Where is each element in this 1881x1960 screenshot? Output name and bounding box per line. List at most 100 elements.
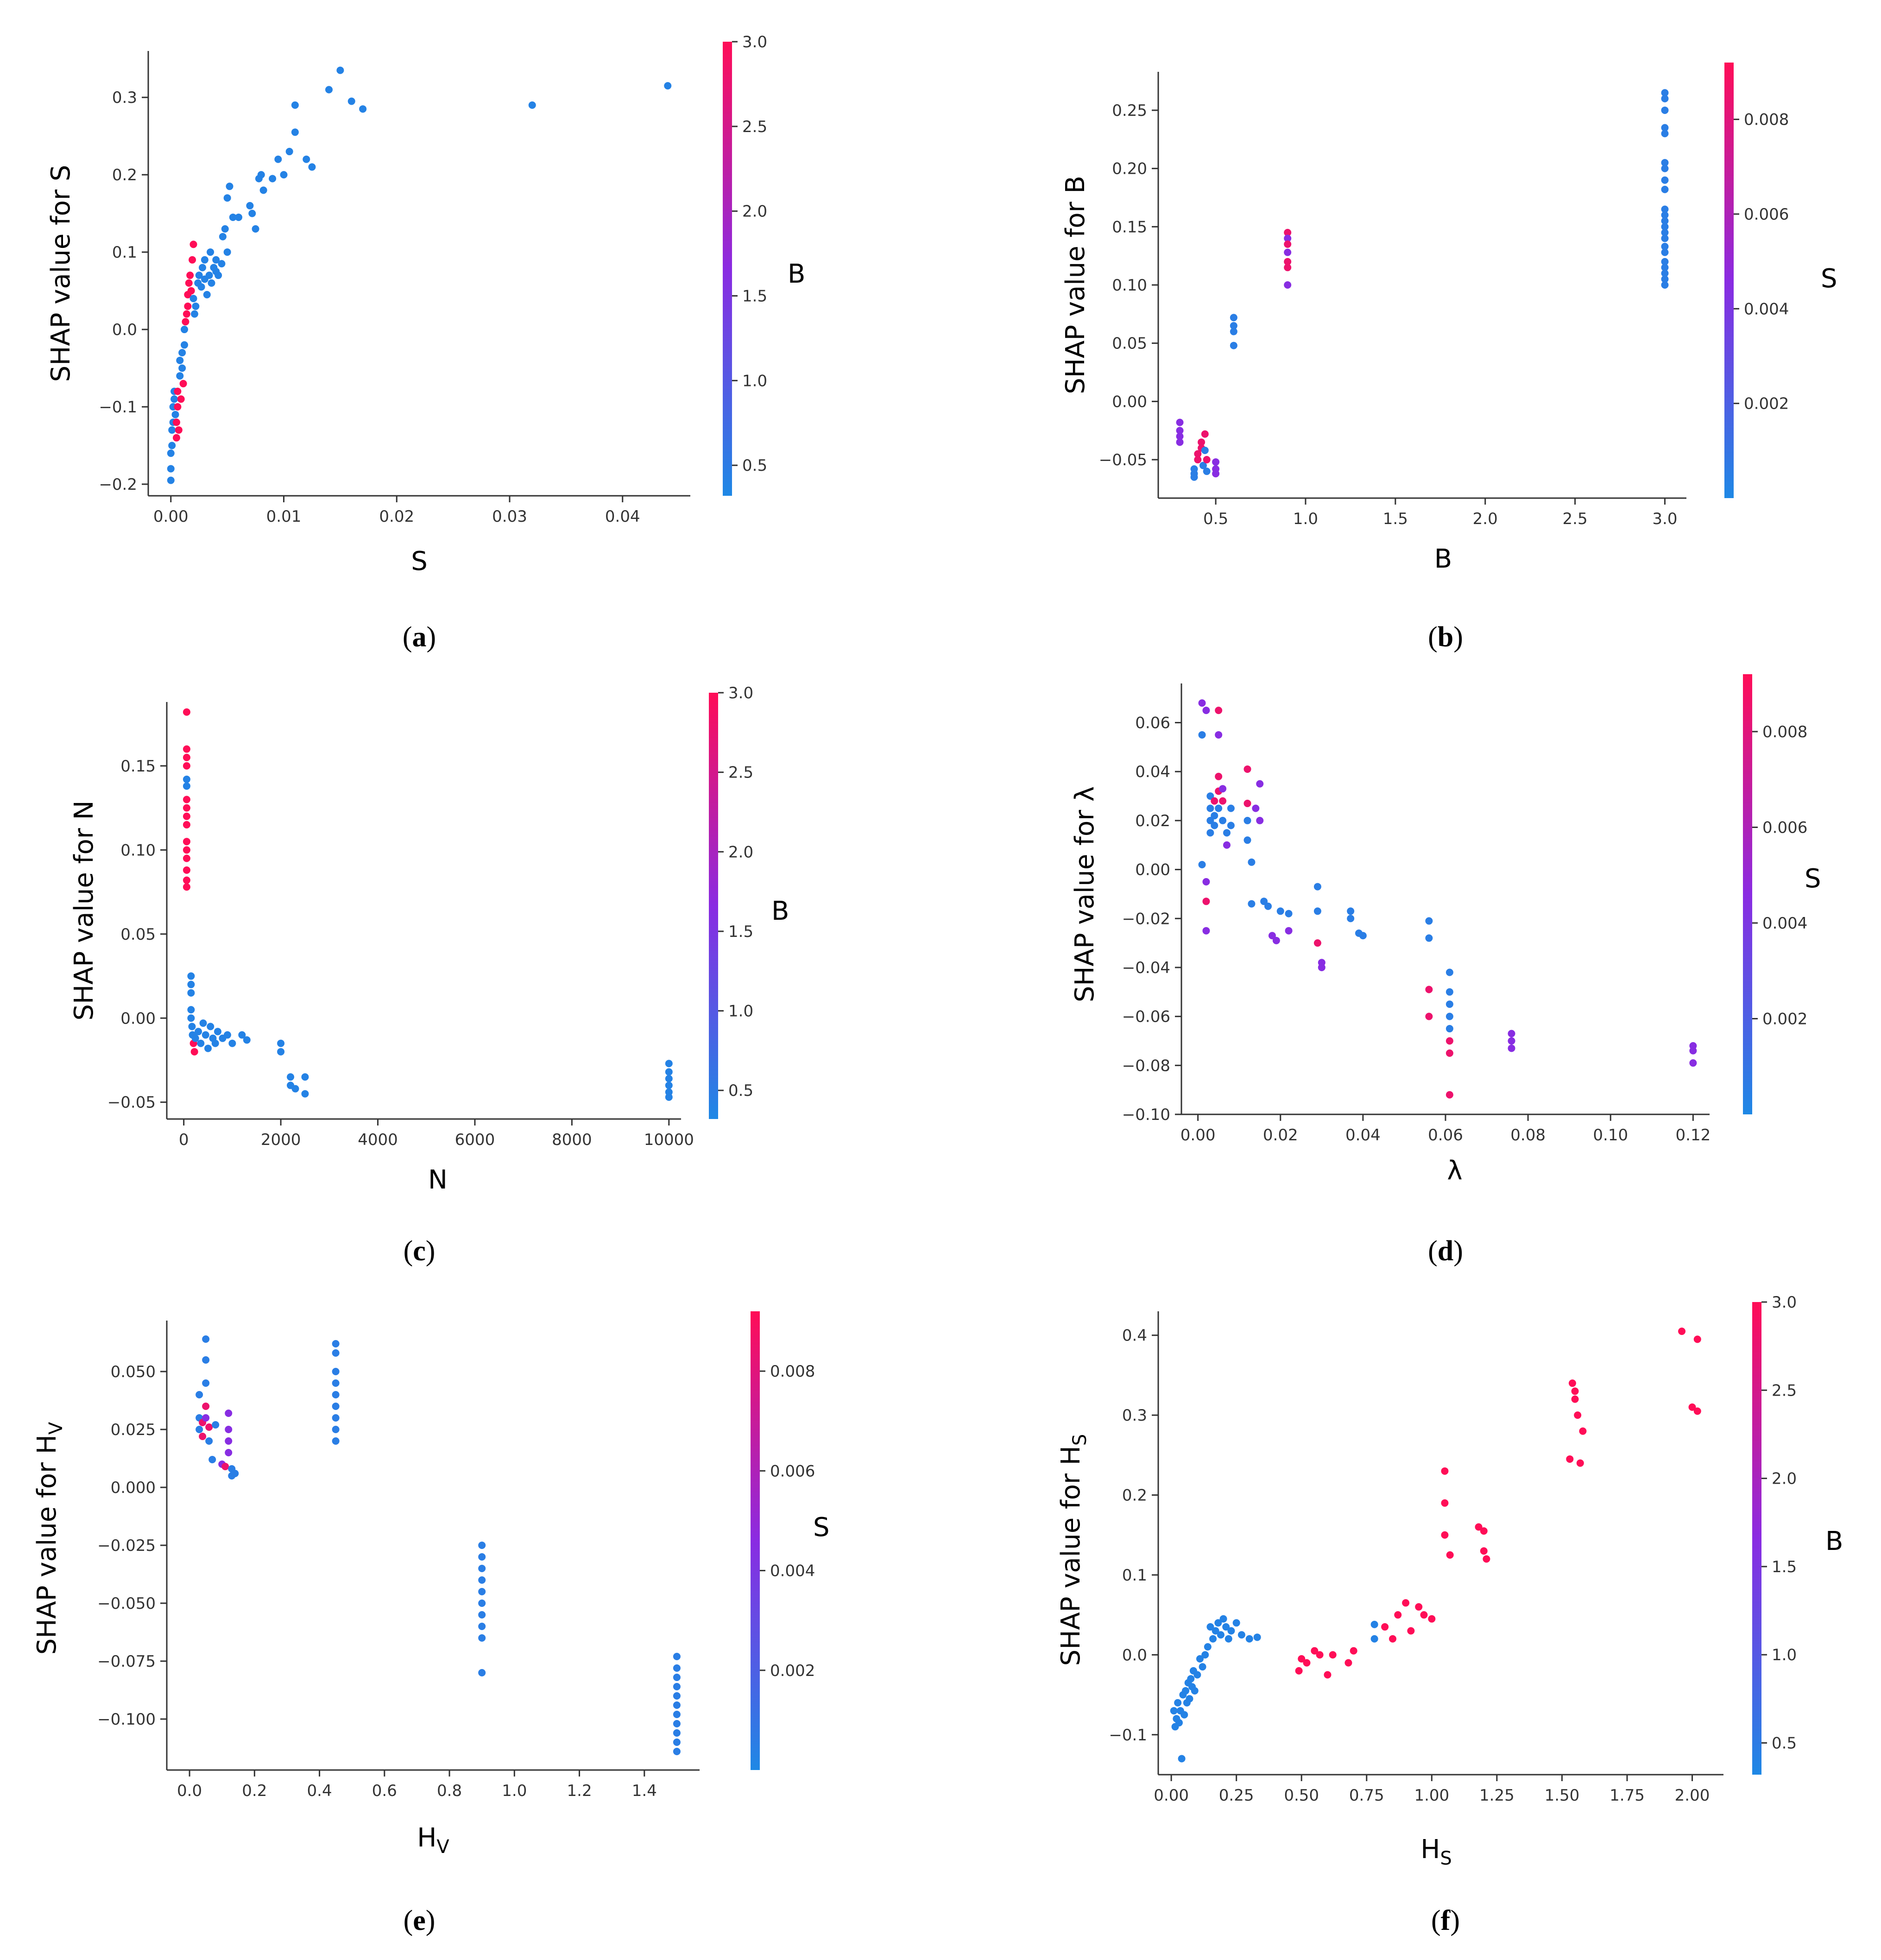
- panel-a-point: [178, 364, 186, 372]
- panel-b-point: [1661, 243, 1669, 251]
- panel-b-point: [1284, 264, 1292, 272]
- panel-a-point: [185, 279, 193, 287]
- panel-f-point: [1480, 1527, 1488, 1535]
- panel-c-colorbar-tick-label: 0.5: [728, 1081, 753, 1100]
- panel-f-point: [1407, 1627, 1415, 1635]
- panel-f-xtick-label: 0.75: [1349, 1786, 1384, 1805]
- panel-b-point: [1284, 228, 1292, 236]
- panel-d-point: [1445, 1049, 1453, 1057]
- panel-b-ytick-label: 0.00: [1112, 392, 1147, 411]
- panel-c-colorbar-label: B: [771, 896, 789, 926]
- panel-d-point: [1198, 699, 1206, 707]
- panel-d-ytick-label: −0.06: [1122, 1008, 1170, 1026]
- panel-a-points: [167, 66, 672, 484]
- panel-c-ytick-label: −0.05: [107, 1094, 156, 1112]
- panel-a-point: [189, 240, 197, 248]
- panel-f-point: [1415, 1603, 1423, 1611]
- panel-a-point: [167, 465, 175, 473]
- panel-c-colorbar-tick-label: 1.5: [728, 923, 753, 941]
- panel-a-point: [167, 449, 175, 457]
- panel-a-point: [257, 171, 265, 179]
- panel-e-colorbar-label: S: [813, 1512, 830, 1543]
- panel-b-ytick-label: 0.15: [1112, 218, 1147, 236]
- panel-c-point: [301, 1090, 309, 1098]
- panel-e-colorbar: [751, 1311, 760, 1770]
- panel-b-point: [1661, 223, 1669, 231]
- panel-c-point: [190, 1048, 198, 1056]
- panel-e-point: [205, 1423, 213, 1431]
- panel-a-point: [252, 225, 259, 233]
- panel-e-xtick-label: 1.4: [632, 1782, 657, 1800]
- panel-c-colorbar-tick-label: 2.0: [728, 843, 753, 861]
- panel-d-point: [1276, 907, 1284, 915]
- panel-e-point: [478, 1565, 486, 1572]
- panel-a-point: [177, 395, 185, 403]
- panel-a-point: [280, 171, 288, 179]
- panel-a-point: [246, 202, 254, 209]
- panel-d-point: [1206, 816, 1214, 824]
- panel-f-colorbar-tick-label: 2.5: [1772, 1381, 1797, 1400]
- panel-d-xtick-label: 0.04: [1345, 1126, 1381, 1144]
- panel-c-point: [183, 708, 190, 716]
- panel-a-point: [172, 434, 180, 442]
- panel-a-colorbar-tick-label: 3.0: [742, 33, 767, 51]
- panel-d-xtick-label: 0.08: [1510, 1126, 1546, 1144]
- panel-f-xlabel: HS: [1420, 1834, 1452, 1869]
- panel-a-point: [176, 356, 184, 364]
- panel-c-point: [195, 1028, 202, 1036]
- panel-b-colorbar-tick-label: 0.004: [1744, 300, 1789, 318]
- panel-d-ytick-label: −0.04: [1122, 959, 1170, 977]
- panel-d-point: [1202, 878, 1210, 886]
- panel-b-colorbar-tick-label: 0.002: [1744, 395, 1789, 413]
- panel-a-xlabel: S: [411, 546, 428, 576]
- panel-a: 0.00 0.01 0.02 0.03 0.04 −0.2 −0.1 0.0 0.1 0.2 0.3…: [46, 33, 805, 653]
- panel-a-ylabel: SHAP value for S: [46, 165, 76, 382]
- panel-f-point: [1693, 1335, 1701, 1343]
- panel-e-point: [231, 1470, 239, 1477]
- panel-a-colorbar-label: B: [788, 259, 805, 289]
- panel-e-point: [673, 1748, 681, 1755]
- panel-f-ytick-label: 0.1: [1122, 1566, 1147, 1585]
- panel-d-point: [1347, 907, 1355, 915]
- panel-a-point: [248, 209, 256, 217]
- panel-c-point: [665, 1060, 673, 1068]
- panel-a-point: [181, 341, 188, 349]
- panel-e-xtick-label: 0.2: [242, 1782, 267, 1800]
- panel-d-xtick-label: 0.10: [1593, 1126, 1628, 1144]
- panel-a-point: [184, 302, 192, 310]
- panel-c-point: [187, 1014, 195, 1022]
- panel-f-xlabel-sub: S: [1440, 1848, 1452, 1869]
- panel-f-point: [1441, 1467, 1449, 1475]
- panel-c-point: [207, 1023, 215, 1031]
- panel-a-point: [189, 256, 196, 264]
- panel-b-xtick-label: 3.0: [1652, 510, 1677, 528]
- panel-b-point: [1212, 458, 1220, 466]
- panel-a-point: [215, 272, 222, 279]
- panel-e: 0.0 0.2 0.4 0.6 0.8 1.0 1.2 1.4 −0.100 −0.075 −0.0…: [32, 1311, 830, 1936]
- panel-f-point: [1222, 1623, 1230, 1631]
- panel-c-point: [197, 1039, 205, 1047]
- panel-c-xlabel: N: [428, 1165, 448, 1195]
- panel-c-colorbar-tick-label: 1.0: [728, 1002, 753, 1021]
- panel-b-point: [1661, 176, 1669, 184]
- panel-a-point: [336, 66, 344, 74]
- panel-d-ytick-label: 0.04: [1135, 763, 1170, 781]
- panel-a-point: [223, 194, 231, 202]
- panel-a-xtick-label: 0.00: [153, 507, 189, 526]
- panel-a-point: [274, 155, 282, 163]
- panel-f-colorbar-tick-label: 1.0: [1772, 1646, 1797, 1664]
- panel-f-ytick-label: 0.3: [1122, 1406, 1147, 1425]
- panel-e-ylabel-main: SHAP value for H: [32, 1435, 62, 1655]
- panel-f-point: [1295, 1667, 1303, 1675]
- panel-b-ytick-label: −0.05: [1099, 451, 1147, 469]
- panel-c-point: [183, 796, 190, 803]
- panel-c: 0 2000 4000 6000 8000 10000 −0.05 0.00 0.05 0.10 0…: [69, 684, 789, 1267]
- panel-d-point: [1248, 900, 1256, 908]
- panel-d-colorbar-tick-label: 0.004: [1762, 914, 1807, 933]
- panel-b-point: [1198, 438, 1206, 446]
- panel-f-point: [1480, 1547, 1488, 1555]
- panel-f-point: [1219, 1615, 1227, 1623]
- panel-c-point: [228, 1039, 236, 1047]
- panel-c-point: [277, 1039, 285, 1047]
- panel-d-point: [1272, 936, 1280, 944]
